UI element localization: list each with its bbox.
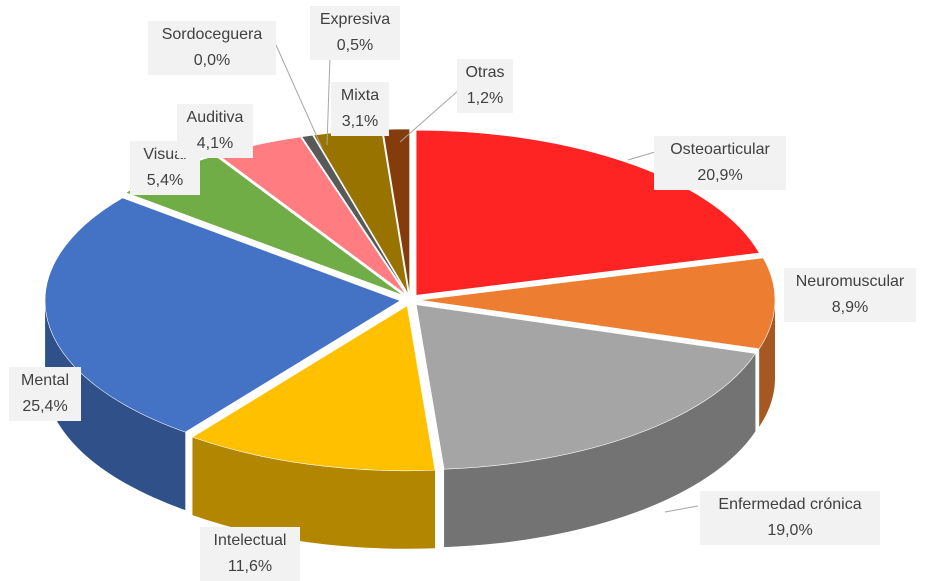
slice-side [444,353,756,548]
leader-line [275,44,323,149]
pie-sides [45,300,775,549]
slice [415,304,756,470]
leader-line [399,81,469,143]
leader-line [627,151,656,161]
slice [419,257,776,350]
label-box [331,82,389,136]
label-box [148,21,276,75]
label-box [200,527,300,581]
label-box [9,367,81,421]
slice-side [759,300,775,427]
label-box [310,6,400,60]
slice-side [192,437,436,549]
value-label: 0,0% [194,52,230,69]
category-label: Osteoarticular [670,141,770,158]
value-label: 1,2% [467,90,503,107]
value-label: 8,9% [832,299,868,316]
slice [415,129,760,296]
value-label: 20,9% [697,167,742,184]
category-label: Enfermedad crónica [718,496,861,513]
label-box [700,491,880,545]
slice [301,134,408,295]
category-label: Intelectual [214,532,287,549]
data-labels: Osteoarticular 20,9% Neuromuscular 8,9% Enfe… [9,6,916,581]
label-box [654,136,786,190]
category-label: Otras [465,64,504,81]
value-label: 11,6% [228,558,272,575]
value-label: 19,0% [767,522,812,539]
category-label: Auditiva [187,109,244,126]
leader-line [664,505,699,513]
category-label: Expresiva [320,11,390,28]
slice [191,305,436,472]
value-label: 4,1% [197,135,233,152]
leader-line [326,55,331,146]
value-label: 3,1% [342,113,378,130]
slice [44,197,401,433]
label-box [177,104,253,158]
category-label: Neuromuscular [796,273,905,290]
pie-tops [44,128,776,472]
category-label: Mental [21,372,69,389]
value-label: 5,4% [147,172,183,189]
category-label: Mixta [341,87,379,104]
category-label: Visual [143,146,186,163]
slice-side [45,300,186,511]
value-label: 0,5% [337,37,373,54]
value-label: 25,4% [22,398,67,415]
label-box [457,59,513,113]
category-label: Sordoceguera [162,26,263,43]
label-box [784,268,916,322]
